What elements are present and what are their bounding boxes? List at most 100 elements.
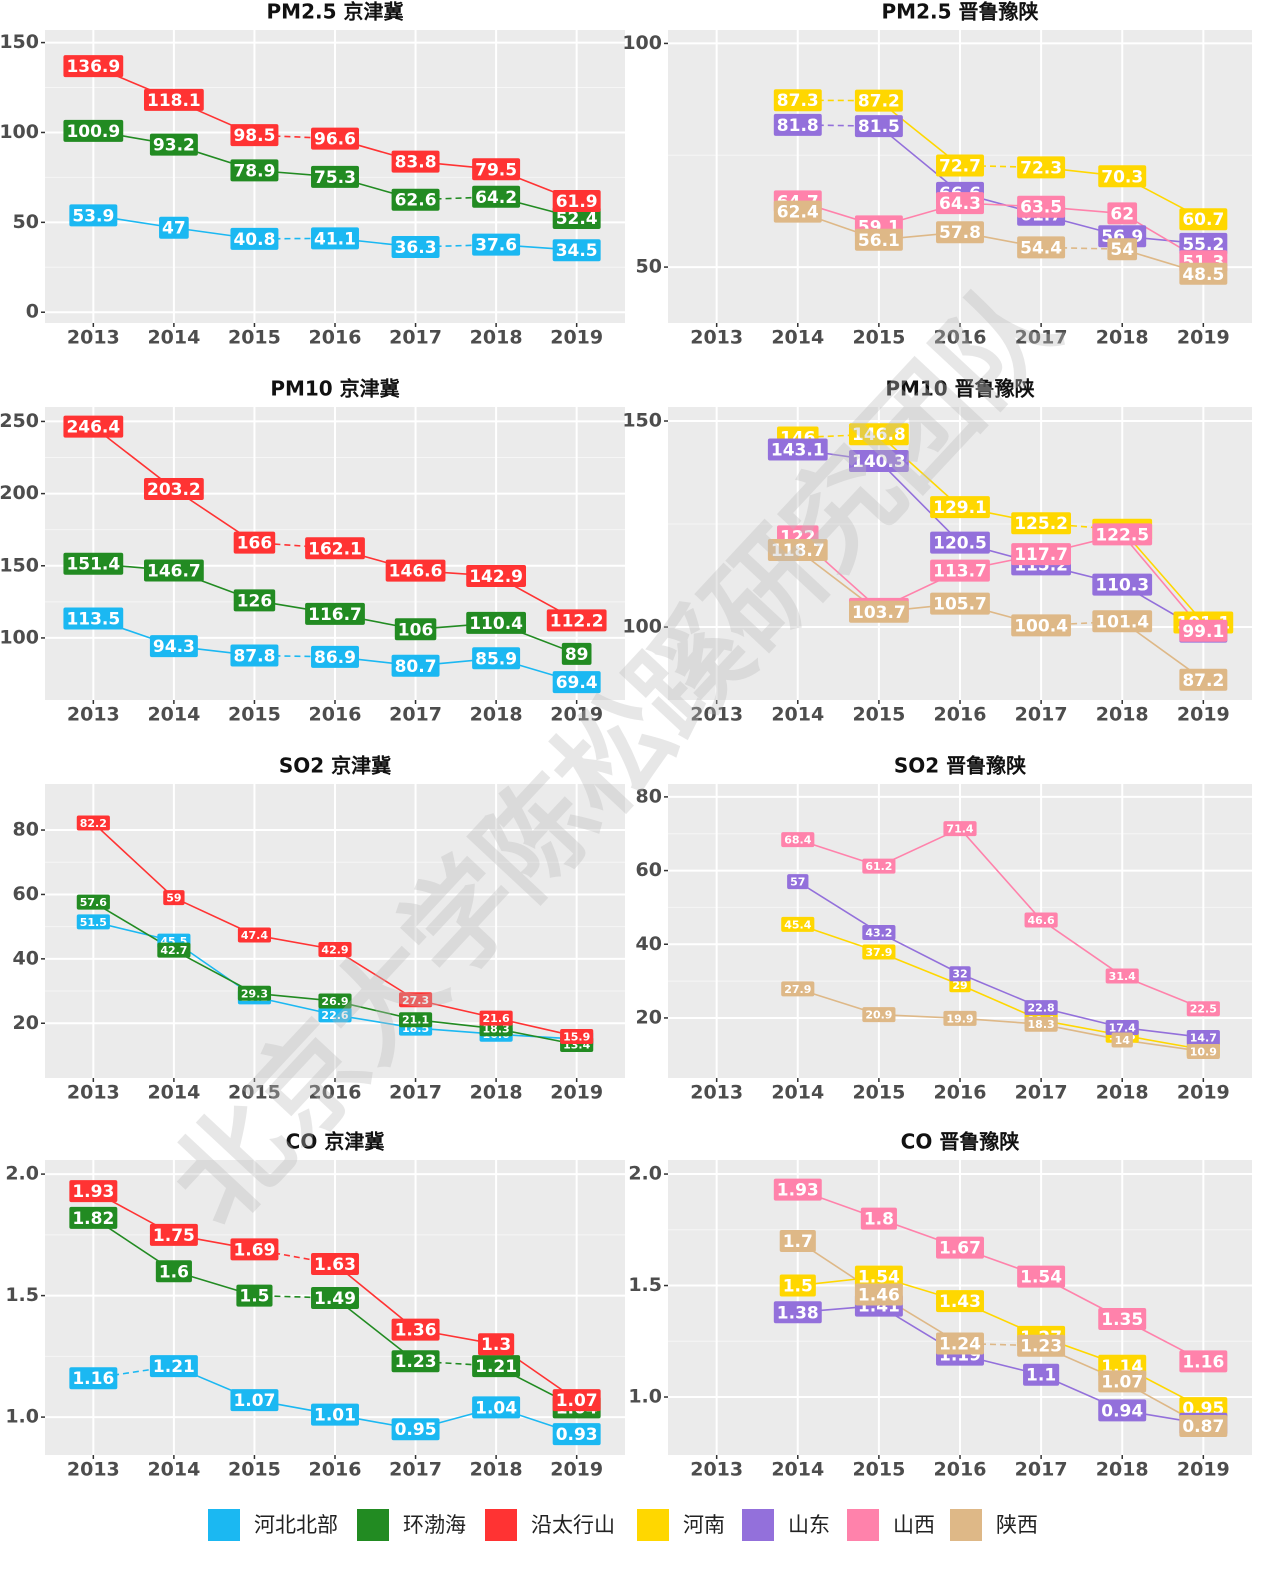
label-box [1092,610,1153,633]
value-label: 99.1 [1182,622,1224,642]
label-box [546,609,607,632]
label-box [1011,543,1072,566]
x-tick-label: 2013 [67,1082,120,1104]
label-box [149,1223,198,1246]
value-label: 151.4 [66,555,120,575]
x-tick-label: 2013 [690,1459,743,1481]
label-box [936,154,984,177]
label-box [1017,1265,1066,1288]
value-label: 113.7 [933,562,987,582]
label-box [1098,165,1147,188]
x-tick-label: 2017 [1015,1459,1068,1481]
value-label: 36.3 [395,238,437,258]
legend-swatch [208,1509,240,1541]
label-box [472,233,521,256]
value-label: 78.9 [233,161,275,181]
value-label: 64.2 [475,188,517,208]
legend-swatch [847,1509,879,1541]
label-box [143,559,204,582]
x-tick-label: 2013 [67,327,120,349]
value-label: 45.4 [784,918,811,931]
value-label: 1.54 [1020,1268,1062,1288]
label-box [311,1253,359,1276]
x-tick-label: 2019 [550,1459,603,1481]
value-label: 64.3 [939,194,981,214]
y-tick-label: 50 [13,211,39,233]
label-box [773,1178,822,1201]
value-label: 82.2 [80,817,107,830]
label-box [163,890,185,906]
value-label: 62.6 [395,191,437,211]
label-box [311,127,359,150]
label-box [69,1180,118,1203]
label-box [854,115,903,138]
x-tick-label: 2014 [147,704,200,726]
label-box [1011,614,1072,637]
label-box [1107,238,1138,261]
label-box [781,832,815,848]
value-label: 21.1 [402,1014,429,1027]
label-box [230,159,279,182]
value-label: 0.94 [1101,1401,1143,1421]
label-box [936,1236,984,1259]
value-label: 0.93 [556,1425,598,1445]
x-tick-label: 2015 [228,327,281,349]
value-label: 31.4 [1109,970,1136,983]
value-label: 27.3 [402,994,429,1007]
x-tick-label: 2014 [771,1459,824,1481]
label-box [930,496,990,519]
label-box [63,607,124,630]
label-box [862,924,896,940]
value-label: 72.3 [1020,158,1062,178]
x-tick-label: 2014 [147,327,200,349]
value-label: 54 [1110,240,1134,260]
value-label: 15.9 [563,1030,590,1043]
x-tick-label: 2013 [67,1459,120,1481]
x-tick-label: 2019 [550,704,603,726]
value-label: 19.9 [946,1012,973,1025]
y-tick-label: 100 [622,32,662,54]
label-box [1179,208,1228,231]
label-box [560,1028,594,1044]
value-label: 60.7 [1182,210,1224,230]
label-box [1111,1032,1133,1048]
label-box [311,165,359,188]
label-box [394,618,437,641]
value-label: 1.35 [1101,1310,1143,1330]
x-tick-label: 2019 [550,1082,603,1104]
y-tick-label: 1.0 [5,1406,39,1428]
value-label: 1.23 [395,1352,437,1372]
value-label: 21.6 [483,1012,510,1025]
value-label: 1.23 [1020,1337,1062,1357]
value-label: 86.9 [314,648,356,668]
x-tick-label: 2015 [852,327,905,349]
x-tick-label: 2014 [147,1082,200,1104]
value-label: 0.95 [395,1420,437,1440]
x-tick-label: 2018 [470,327,523,349]
value-label: 14 [1115,1034,1131,1047]
value-label: 1.63 [314,1255,356,1275]
label-box [848,423,909,446]
label-box [1023,1363,1060,1386]
label-box [391,1318,440,1341]
value-label: 246.4 [66,418,120,438]
label-box [311,227,359,250]
x-tick-label: 2015 [228,1459,281,1481]
label-box [391,150,440,173]
value-label: 1.67 [939,1239,981,1259]
value-label: 1.36 [395,1321,437,1341]
value-label: 1.5 [783,1277,813,1297]
value-label: 54.4 [1020,238,1062,258]
label-box [930,559,990,582]
label-box [1179,1350,1228,1373]
value-label: 42.7 [160,944,187,957]
chart-title: PM2.5 晋鲁豫陕 [882,0,1039,24]
y-tick-label: 20 [13,1012,39,1034]
x-tick-label: 2017 [389,1459,442,1481]
label-box [157,942,191,958]
x-tick-label: 2018 [1096,1459,1149,1481]
value-label: 126 [237,591,273,611]
label-box [1011,512,1072,535]
value-label: 61.2 [865,860,892,873]
label-box [1186,1043,1220,1059]
